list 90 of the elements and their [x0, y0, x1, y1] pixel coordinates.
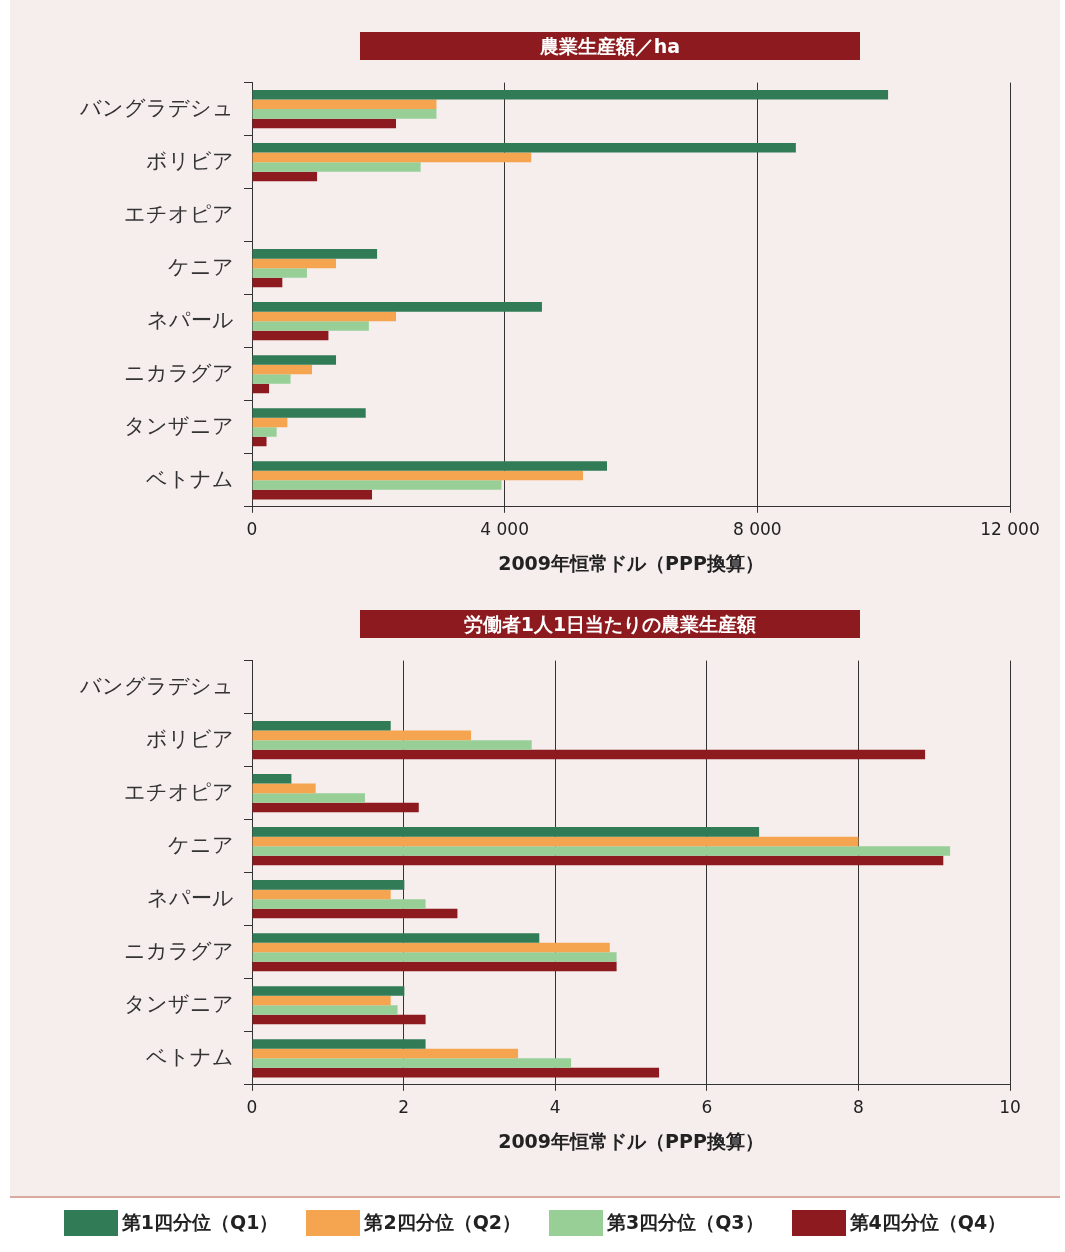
y-tick-label: ネパール — [147, 307, 234, 332]
bar — [252, 836, 859, 847]
bar — [252, 480, 502, 490]
bar — [252, 249, 378, 259]
bar — [252, 908, 458, 919]
y-tick-label: ケニア — [168, 832, 234, 857]
x-tick-label: 12 000 — [980, 519, 1040, 540]
bar — [252, 109, 437, 119]
bar — [252, 436, 267, 447]
bar — [252, 489, 373, 500]
bar — [252, 986, 405, 996]
y-tick-label: ボリビア — [146, 148, 234, 173]
x-tick-label: 8 000 — [733, 519, 782, 540]
y-tick-label: ニカラグア — [124, 360, 234, 385]
x-tick-label: 4 000 — [480, 519, 529, 540]
x-tick-label: 0 — [246, 519, 258, 540]
bar — [252, 118, 397, 129]
x-tick-label: 10 — [999, 1097, 1021, 1118]
legend-label: 第4四分位（Q4） — [849, 1210, 1007, 1235]
bar — [252, 802, 419, 813]
bar — [252, 302, 542, 312]
bar — [252, 152, 532, 163]
bar — [252, 942, 610, 953]
bar — [252, 383, 270, 394]
bar — [252, 730, 472, 741]
bar — [252, 408, 366, 418]
bar — [252, 470, 583, 481]
bar — [252, 793, 365, 803]
y-tick-label: タンザニア — [124, 991, 234, 1016]
bar — [252, 855, 944, 866]
legend-label: 第3四分位（Q3） — [607, 1210, 764, 1235]
bar — [252, 952, 617, 962]
bar — [252, 330, 329, 341]
x-tick-label: 6 — [701, 1097, 713, 1118]
bar — [252, 374, 291, 384]
bar — [252, 90, 889, 100]
bar — [252, 277, 283, 288]
y-tick-label: ベトナム — [146, 1044, 234, 1069]
y-tick-label: エチオピア — [124, 201, 234, 226]
y-tick-label: ベトナム — [146, 466, 234, 491]
bar — [252, 749, 926, 760]
y-tick-label: タンザニア — [124, 413, 234, 438]
y-tick-label: バングラデシュ — [79, 95, 234, 120]
bar — [252, 268, 307, 278]
bar — [252, 899, 426, 909]
bar — [252, 355, 337, 365]
x-tick-label: 4 — [549, 1097, 561, 1118]
legend-label: 第2四分位（Q2） — [364, 1210, 521, 1235]
bar — [252, 364, 313, 375]
chart-title: 労働者1人1日当たりの農業生産額 — [360, 610, 860, 638]
bar — [252, 143, 796, 153]
bar — [252, 889, 391, 900]
x-tick-label: 0 — [246, 1097, 258, 1118]
bar — [252, 321, 369, 331]
bar — [252, 1014, 426, 1025]
bar — [252, 162, 421, 172]
bar — [252, 461, 607, 471]
bar — [252, 258, 337, 269]
bar — [252, 933, 540, 943]
x-axis-title: 2009年恒常ドル（PPP換算） — [498, 1129, 764, 1152]
legend-label: 第1四分位（Q1） — [121, 1210, 279, 1235]
bar — [252, 774, 292, 784]
bar — [252, 721, 391, 731]
x-tick-label: 2 — [398, 1097, 410, 1118]
bar — [252, 311, 397, 322]
bar — [252, 783, 316, 794]
y-tick-label: ネパール — [147, 885, 234, 910]
bar — [252, 827, 760, 837]
y-tick-label: エチオピア — [124, 779, 234, 804]
bar — [252, 1048, 519, 1059]
bar — [252, 1039, 426, 1049]
bar — [252, 880, 405, 890]
chart-title: 農業生産額／ha — [360, 32, 860, 60]
y-tick-label: ニカラグア — [124, 938, 234, 963]
bar — [252, 740, 532, 750]
bar — [252, 171, 318, 182]
bar — [252, 1058, 572, 1068]
bar — [252, 961, 617, 972]
bar — [252, 99, 437, 110]
bar — [252, 995, 391, 1006]
x-tick-label: 8 — [852, 1097, 864, 1118]
bar — [252, 1067, 660, 1078]
bar — [252, 427, 277, 437]
bar — [252, 417, 288, 428]
bar — [252, 1005, 398, 1015]
y-tick-label: ケニア — [168, 254, 234, 279]
y-tick-label: ボリビア — [146, 726, 234, 751]
bar — [252, 846, 951, 856]
x-axis-title: 2009年恒常ドル（PPP換算） — [498, 551, 764, 574]
y-tick-label: バングラデシュ — [79, 673, 234, 698]
